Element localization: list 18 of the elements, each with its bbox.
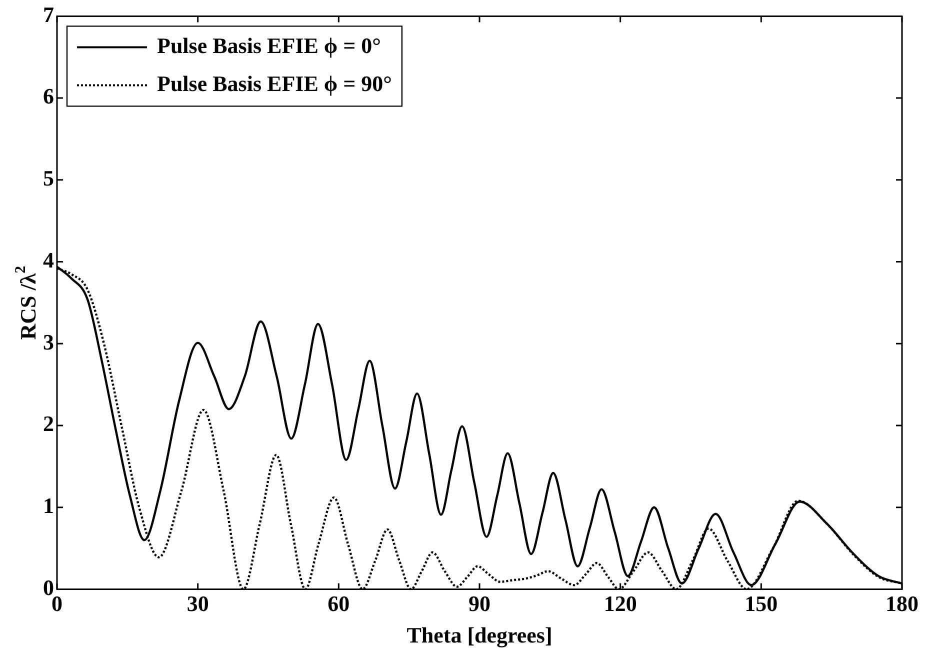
y-tick-label: 2 [43, 411, 54, 436]
y-tick-label: 0 [43, 574, 54, 600]
y-tick-label: 3 [43, 329, 54, 354]
y-axis-title: RCS /λ2 [12, 266, 41, 340]
legend-label: Pulse Basis EFIE ϕ = 0° [157, 32, 381, 58]
x-tick-label: 180 [886, 591, 918, 616]
x-tick-label: 90 [468, 591, 490, 616]
x-tick-label: 120 [604, 591, 637, 616]
y-tick-label: 4 [43, 247, 54, 272]
y-tick-label: 5 [43, 166, 54, 191]
y-tick-label: 6 [43, 84, 54, 109]
x-axis-title: Theta [degrees] [406, 622, 552, 648]
x-tick-label: 30 [186, 591, 209, 616]
legend-label: Pulse Basis EFIE ϕ = 90° [157, 70, 392, 96]
y-tick-label: 1 [43, 493, 54, 518]
x-tick-label: 150 [744, 591, 778, 616]
y-tick-label: 7 [43, 2, 54, 27]
x-tick-label: 60 [328, 591, 350, 616]
